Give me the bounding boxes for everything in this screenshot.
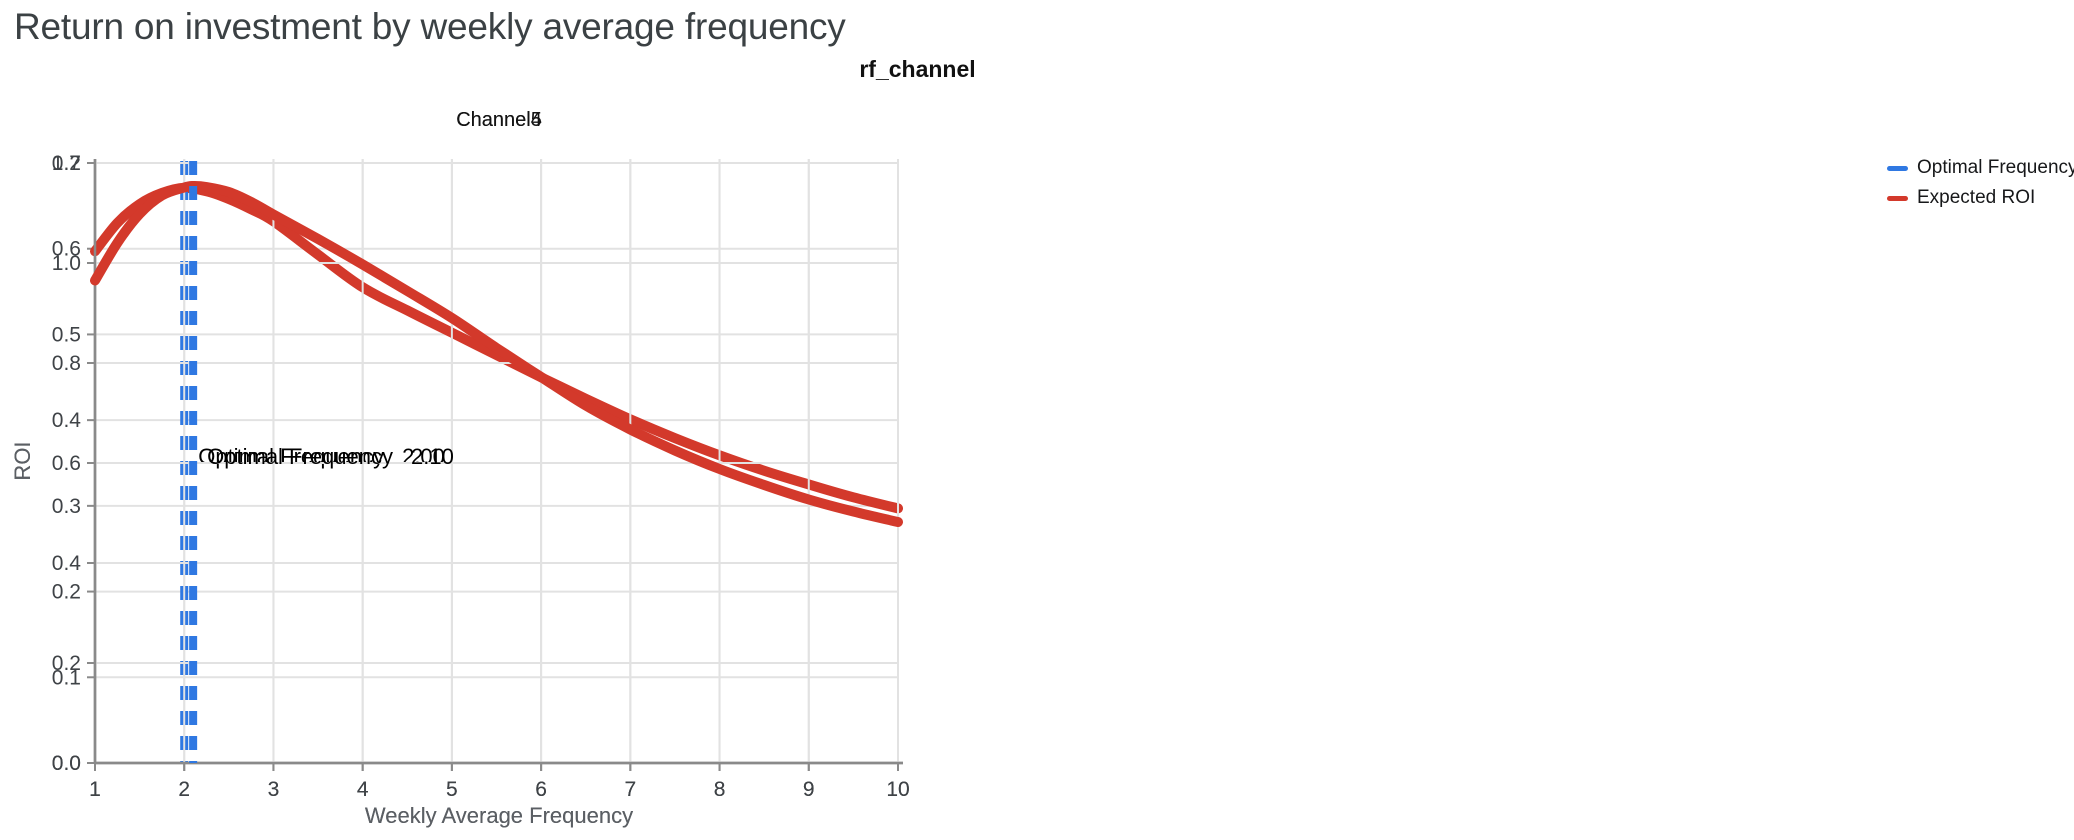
x-tick-label: 5 xyxy=(446,778,458,801)
x-tick-label: 4 xyxy=(357,778,369,801)
channel5-chart-panel: 1 2 3 4 5 6 7 8 9 10 0.0 0.2 0.4 0.6 0.8 1.0 1.2 Channel5… xyxy=(0,95,950,840)
y-tick-label: 1.0 xyxy=(52,252,81,275)
y-tick-label: 0.7 xyxy=(52,152,81,175)
optimal-frequency-line-swatch xyxy=(1887,165,1908,171)
x-tick-label: 4 xyxy=(357,778,369,801)
optimal-frequency-annotation: Optimal Frequency 2.10 xyxy=(207,444,454,469)
gridlines xyxy=(95,159,899,763)
annotation-value: 2.00 xyxy=(402,444,445,469)
x-tick-label: 3 xyxy=(268,778,280,801)
legend: Optimal Frequency Expected ROI xyxy=(1887,157,2074,217)
annotation-label: Optimal Frequency xyxy=(198,444,384,469)
x-tick-label: 6 xyxy=(535,778,547,801)
x-tick-label: 8 xyxy=(714,778,726,801)
x-tick-label: 10 xyxy=(886,778,909,801)
y-tick-label: 0.3 xyxy=(52,495,81,518)
channel5-chart: 1 2 3 4 5 6 7 8 9 10 0.0 0.2 0.4 0.6 0.8 1.0 1.2 Channel5… xyxy=(10,109,910,828)
axes xyxy=(87,159,903,771)
x-tick-label: 9 xyxy=(803,778,815,801)
y-tick-label: 0.8 xyxy=(52,352,81,375)
y-axis-title: ROI xyxy=(10,441,35,480)
y-tick-label: 0.6 xyxy=(52,238,81,261)
x-tick-label: 7 xyxy=(624,778,636,801)
x-tick-label: 2 xyxy=(178,778,190,801)
y-axis-title: ROI xyxy=(10,441,35,480)
chart-title: Channel5 xyxy=(456,109,542,131)
y-tick-label: 0.0 xyxy=(52,752,81,775)
y-tick-label: 0.4 xyxy=(52,552,82,575)
y-tick-label: 0.2 xyxy=(52,652,81,675)
x-tick-label: 7 xyxy=(624,778,636,801)
x-tick-label: 9 xyxy=(803,778,815,801)
x-tick-label: 1 xyxy=(89,778,101,801)
expected-roi-line-swatch xyxy=(1887,195,1908,201)
y-tick-label: 1.2 xyxy=(52,152,81,175)
expected-roi-curve xyxy=(90,180,903,527)
legend-item-expected-roi: Expected ROI xyxy=(1887,187,2074,209)
x-tick-label: 2 xyxy=(178,778,190,801)
x-tick-label: 8 xyxy=(714,778,726,801)
annotation-label: Optimal Frequency xyxy=(207,444,393,469)
legend-item-label: Optimal Frequency xyxy=(1917,157,2074,178)
x-tick-label: 5 xyxy=(446,778,458,801)
facet-title: rf_channel xyxy=(859,56,976,82)
y-tick-label: 0.6 xyxy=(52,452,81,475)
legend-item-label: Expected ROI xyxy=(1917,187,2036,208)
page-title: Return on investment by weekly average f… xyxy=(14,6,846,47)
annotation-value: 2.10 xyxy=(411,444,454,469)
x-tick-label: 3 xyxy=(268,778,280,801)
y-tick-label: 0.1 xyxy=(52,666,81,689)
x-tick-label: 10 xyxy=(886,778,909,801)
x-tick-label: 6 xyxy=(535,778,547,801)
y-tick-label: 0.4 xyxy=(52,409,82,432)
optimal-frequency-annotation: Optimal Frequency 2.00 xyxy=(198,444,445,469)
x-tick-label: 1 xyxy=(89,778,101,801)
y-tick-label: 0.5 xyxy=(52,323,81,346)
x-axis-title: Weekly Average Frequency xyxy=(365,803,633,828)
chart-title: Channel4 xyxy=(456,109,542,131)
y-tick-label: 0.2 xyxy=(52,581,81,604)
legend-item-optimal-frequency: Optimal Frequency xyxy=(1887,157,2074,179)
x-axis-title: Weekly Average Frequency xyxy=(365,803,633,828)
y-tick-label: 0.0 xyxy=(52,752,81,775)
